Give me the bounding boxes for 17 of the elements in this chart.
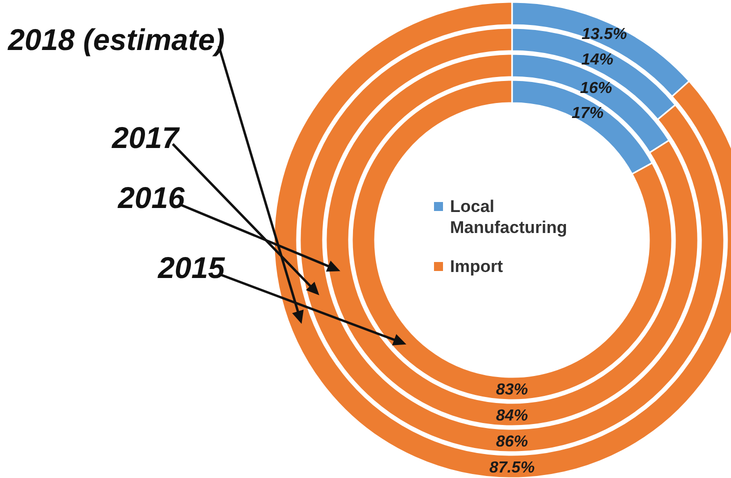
text: 2017 [111, 122, 180, 155]
text: 2016 [117, 182, 186, 215]
data-label: 16% [580, 80, 612, 98]
text: 2015 [157, 252, 226, 285]
donut-slice [351, 79, 673, 401]
text: 2018 (estimate) [7, 24, 225, 57]
data-label: 84% [496, 408, 528, 424]
data-label: 83% [496, 382, 528, 398]
legend-label: Local Manufacturing [450, 197, 568, 237]
legend-label: Import [450, 257, 504, 276]
data-label: 13.5% [582, 26, 628, 44]
data-label: 87.5% [489, 460, 535, 476]
data-label: 86% [496, 434, 528, 450]
donut-slice [299, 27, 725, 452]
data-label: 14% [581, 52, 614, 69]
data-label: 17% [572, 105, 604, 122]
donut-slice [325, 53, 699, 426]
